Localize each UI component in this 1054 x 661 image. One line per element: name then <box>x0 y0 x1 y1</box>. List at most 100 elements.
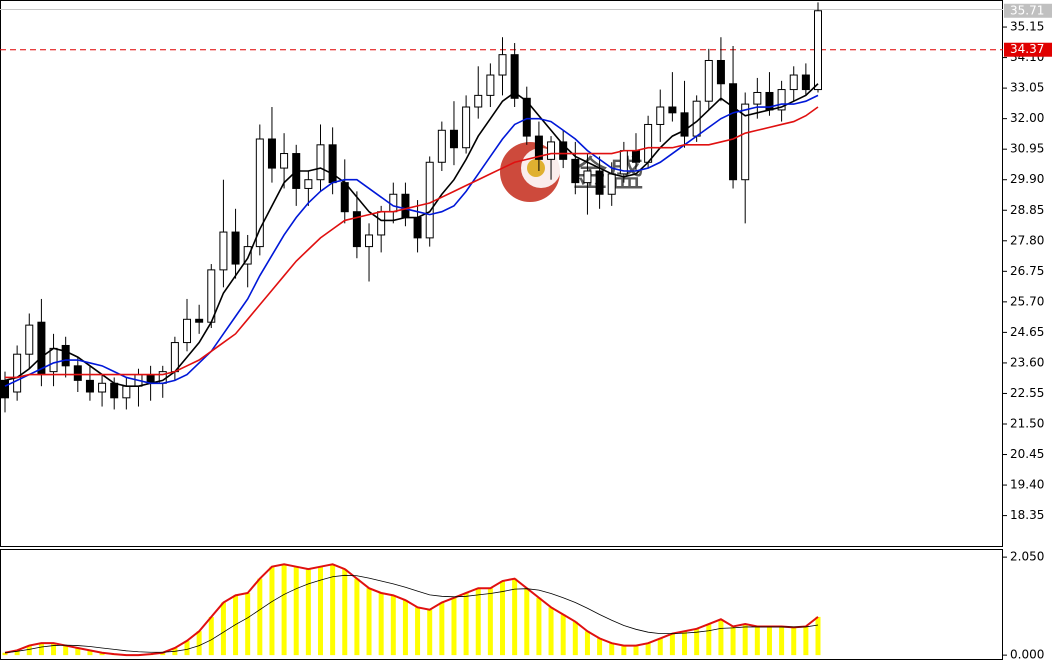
candle-body <box>462 106 471 149</box>
y-tick-label: 29.90 <box>1010 172 1044 186</box>
candle-body <box>486 74 495 96</box>
histogram-bar <box>390 595 396 656</box>
histogram-bar <box>645 643 651 656</box>
histogram-bar <box>14 650 20 656</box>
watermark-logo <box>527 159 545 177</box>
histogram-bar <box>791 627 797 656</box>
histogram-bar <box>63 645 69 656</box>
candle-body <box>680 112 689 137</box>
histogram-bar <box>208 616 214 656</box>
moving-average <box>5 106 819 379</box>
candle-body <box>644 123 653 163</box>
candle-body <box>814 10 822 91</box>
y-tick-label: 33.05 <box>1010 81 1044 95</box>
histogram-bar <box>560 614 566 656</box>
histogram-bar <box>220 602 226 656</box>
y-tick-label: 0.000 <box>1010 648 1044 661</box>
candle-body <box>304 179 313 189</box>
histogram-bar <box>621 645 627 656</box>
histogram-bar <box>657 638 663 656</box>
y-tick-label: 30.95 <box>1010 142 1044 156</box>
histogram-bar <box>281 564 287 656</box>
candle-body <box>122 385 131 399</box>
y-tick-label: 19.40 <box>1010 478 1044 492</box>
histogram-bar <box>427 609 433 656</box>
candle-body <box>61 344 70 367</box>
candle-body <box>777 89 786 111</box>
signal-line <box>4 574 819 654</box>
histogram-bar <box>354 578 360 656</box>
histogram-bar <box>378 592 384 656</box>
histogram-bar <box>766 626 772 656</box>
histogram-bar <box>500 581 506 656</box>
histogram-bar <box>233 595 239 656</box>
candle-body <box>607 173 616 195</box>
histogram-line <box>4 563 819 657</box>
y-tick-label: 18.35 <box>1010 508 1044 522</box>
histogram-bar <box>402 600 408 656</box>
histogram-bar <box>366 588 372 656</box>
histogram-bar <box>99 652 105 656</box>
candle-body <box>340 182 349 213</box>
histogram-bar <box>682 631 688 656</box>
price-panel <box>0 0 1003 547</box>
candle-body <box>183 318 192 344</box>
candle-body <box>547 141 556 160</box>
histogram-bar <box>293 566 299 656</box>
candle-body <box>510 54 519 99</box>
histogram-bar <box>2 652 8 656</box>
y-tick-label: 23.60 <box>1010 355 1044 369</box>
moving-average <box>4 83 819 387</box>
candle-body <box>377 211 386 236</box>
moving-average <box>4 94 819 387</box>
candle-body <box>85 379 94 393</box>
histogram-bar <box>609 643 615 656</box>
candle-body <box>716 59 725 85</box>
histogram-bar <box>779 626 785 656</box>
histogram-bar <box>196 631 202 656</box>
y-tick-label: 24.65 <box>1010 325 1044 339</box>
histogram-bar <box>572 621 578 656</box>
candle-body <box>449 129 458 149</box>
candle-body <box>631 150 640 163</box>
histogram-bar <box>87 650 93 656</box>
candle-body <box>425 161 434 239</box>
candle-body <box>437 129 446 163</box>
candle-body <box>668 106 677 114</box>
candle-body <box>352 211 361 248</box>
candle-body <box>571 158 580 184</box>
y-tick-label: 25.70 <box>1010 294 1044 308</box>
y-tick-label: 22.55 <box>1010 386 1044 400</box>
histogram-bar <box>803 626 809 656</box>
histogram-bar <box>26 645 32 656</box>
candle-body <box>328 144 337 184</box>
candle-body <box>498 54 507 76</box>
histogram-bar <box>730 626 736 656</box>
price-label-bg <box>1004 42 1052 57</box>
macd-panel <box>0 549 1003 660</box>
candle-body <box>474 94 483 108</box>
histogram-bar <box>160 652 166 656</box>
candle-body <box>559 141 568 160</box>
histogram-bar <box>75 647 81 656</box>
candle-body <box>801 74 810 91</box>
candle-body <box>595 170 604 195</box>
candle-body <box>583 170 592 184</box>
price-label: 34.37 <box>1010 42 1044 56</box>
candle-body <box>729 83 738 181</box>
candle-body <box>413 217 422 239</box>
histogram-bar <box>415 607 421 656</box>
candle-body <box>73 365 82 381</box>
histogram-bar <box>257 578 263 656</box>
candle-body <box>753 91 762 105</box>
candle-body <box>13 353 22 393</box>
candle-body <box>49 347 58 373</box>
histogram-bar <box>487 588 493 656</box>
candle-body <box>741 103 750 181</box>
histogram-bar <box>633 645 639 656</box>
histogram-bar <box>718 619 724 656</box>
candle-body <box>98 382 107 393</box>
histogram-bar <box>694 628 700 656</box>
histogram-bar <box>317 566 323 656</box>
